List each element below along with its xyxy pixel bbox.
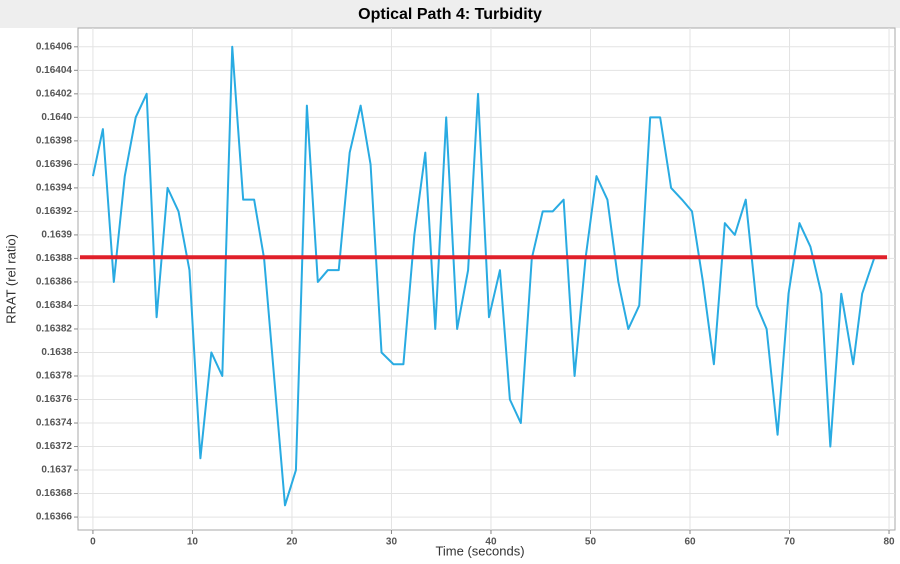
y-tick-label: 0.16396 [36,159,73,170]
y-tick-label: 0.16374 [36,418,73,429]
y-tick-label: 0.1638 [41,347,72,358]
y-tick-label: 0.16402 [36,88,73,99]
y-tick-label: 0.16386 [36,277,73,288]
x-tick-label: 60 [684,537,696,548]
y-tick-label: 0.16384 [36,300,73,311]
y-tick-label: 0.16372 [36,441,73,452]
y-tick-label: 0.16392 [36,206,73,217]
y-tick-label: 0.16406 [36,41,73,52]
x-tick-label: 20 [286,537,298,548]
y-tick-label: 0.16404 [36,65,73,76]
y-tick-label: 0.16394 [36,183,73,194]
y-tick-label: 0.16376 [36,394,73,405]
x-tick-label: 40 [485,537,497,548]
x-tick-label: 50 [585,537,597,548]
y-axis-label: RRAT (rel ratio) [3,234,18,324]
y-tick-label: 0.1637 [41,465,72,476]
x-axis-label: Time (seconds) [435,543,524,558]
x-tick-label: 0 [90,537,96,548]
chart-title: Optical Path 4: Turbidity [358,6,542,23]
y-tick-label: 0.16366 [36,512,73,523]
data-line [91,45,876,507]
y-tick-label: 0.1639 [41,230,72,241]
y-tick-label: 0.1640 [41,112,72,123]
x-tick-label: 10 [187,537,199,548]
y-tick-label: 0.16388 [36,253,73,264]
x-tick-label: 70 [784,537,796,548]
x-tick-label: 80 [883,537,895,548]
title-bar [0,0,900,28]
y-tick-label: 0.16368 [36,488,73,499]
y-tick-label: 0.16382 [36,324,73,335]
y-tick-label: 0.16398 [36,136,73,147]
y-tick-label: 0.16378 [36,371,73,382]
x-tick-label: 30 [386,537,398,548]
